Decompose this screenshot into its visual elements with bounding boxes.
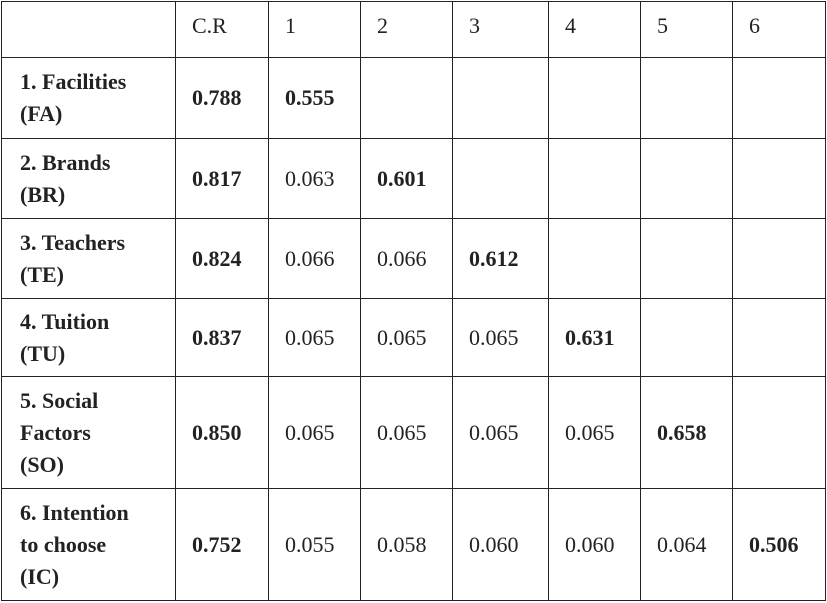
value-cell: 0.601 (360, 138, 453, 219)
empty-cell (732, 376, 826, 489)
value-cell: 0.555 (268, 57, 361, 139)
empty-cell (732, 298, 826, 377)
label-line: 2. Brands (20, 149, 111, 175)
header-cell: 5 (640, 1, 733, 58)
row-label: 1. Facilities (FA) (1, 57, 176, 139)
table-row: 4. Tuition (TU) 0.837 0.065 0.065 0.065 0.631 (1, 298, 826, 377)
empty-cell (640, 298, 733, 377)
row-label: 5. Social Factors (SO) (1, 376, 176, 489)
value-cell: 0.065 (360, 298, 453, 377)
value-cell: 0.631 (548, 298, 641, 377)
label-line: (TE) (20, 261, 64, 287)
empty-cell (452, 138, 549, 219)
value-cell: 0.060 (452, 488, 549, 601)
value-cell: 0.065 (452, 298, 549, 377)
value-cell: 0.064 (640, 488, 733, 601)
label-line: (SO) (20, 451, 64, 477)
value-cell: 0.065 (548, 376, 641, 489)
row-label: 4. Tuition (TU) (1, 298, 176, 377)
label-line: 6. Intention (20, 499, 129, 525)
header-cell: 3 (452, 1, 549, 58)
empty-cell (548, 138, 641, 219)
value-cell: 0.066 (360, 218, 453, 299)
table-row: 5. Social Factors (SO) 0.850 0.065 0.065 0.065… (1, 376, 826, 489)
table-row: 6. Intention to choose (IC) 0.752 0.055 0.058… (1, 488, 826, 601)
header-cell: C.R (175, 1, 269, 58)
value-cell: 0.065 (268, 298, 361, 377)
value-cell: 0.658 (640, 376, 733, 489)
label-line: (IC) (20, 563, 60, 589)
cr-cell: 0.824 (175, 218, 269, 299)
value-cell: 0.063 (268, 138, 361, 219)
label-line: (FA) (20, 101, 63, 126)
label-line: 1. Facilities (20, 69, 127, 94)
empty-cell (640, 218, 733, 299)
label-line: 3. Teachers (20, 229, 126, 255)
empty-cell (640, 138, 733, 219)
corner-cell (1, 1, 176, 58)
table-row: 2. Brands (BR) 0.817 0.063 0.601 (1, 138, 826, 219)
row-label: 3. Teachers (TE) (1, 218, 176, 299)
label-line: (BR) (20, 181, 66, 207)
empty-cell (732, 218, 826, 299)
value-cell: 0.055 (268, 488, 361, 601)
header-cell: 2 (360, 1, 453, 58)
empty-cell (640, 57, 733, 139)
cr-cell: 0.850 (175, 376, 269, 489)
cr-cell: 0.788 (175, 57, 269, 139)
table-row: 3. Teachers (TE) 0.824 0.066 0.066 0.612 (1, 218, 826, 299)
cr-cell: 0.837 (175, 298, 269, 377)
label-line: (TU) (20, 340, 66, 366)
value-cell: 0.060 (548, 488, 641, 601)
label-line: to choose (20, 531, 107, 557)
empty-cell (360, 57, 453, 139)
value-cell: 0.612 (452, 218, 549, 299)
value-cell: 0.066 (268, 218, 361, 299)
header-cell: 4 (548, 1, 641, 58)
empty-cell (548, 57, 641, 139)
header-row: C.R 1 2 3 4 5 6 (1, 1, 826, 58)
label-line: 5. Social (20, 387, 99, 413)
label-line: 4. Tuition (20, 308, 110, 334)
label-line: Factors (20, 419, 91, 445)
empty-cell (732, 57, 826, 139)
header-cell: 6 (732, 1, 826, 58)
table-row: 1. Facilities (FA) 0.788 0.555 (1, 57, 826, 139)
empty-cell (548, 218, 641, 299)
row-label: 6. Intention to choose (IC) (1, 488, 176, 601)
value-cell: 0.065 (268, 376, 361, 489)
value-cell: 0.065 (360, 376, 453, 489)
empty-cell (452, 57, 549, 139)
row-label: 2. Brands (BR) (1, 138, 176, 219)
cr-cell: 0.817 (175, 138, 269, 219)
value-cell: 0.065 (452, 376, 549, 489)
cr-cell: 0.752 (175, 488, 269, 601)
empty-cell (732, 138, 826, 219)
header-cell: 1 (268, 1, 361, 58)
value-cell: 0.506 (732, 488, 826, 601)
value-cell: 0.058 (360, 488, 453, 601)
